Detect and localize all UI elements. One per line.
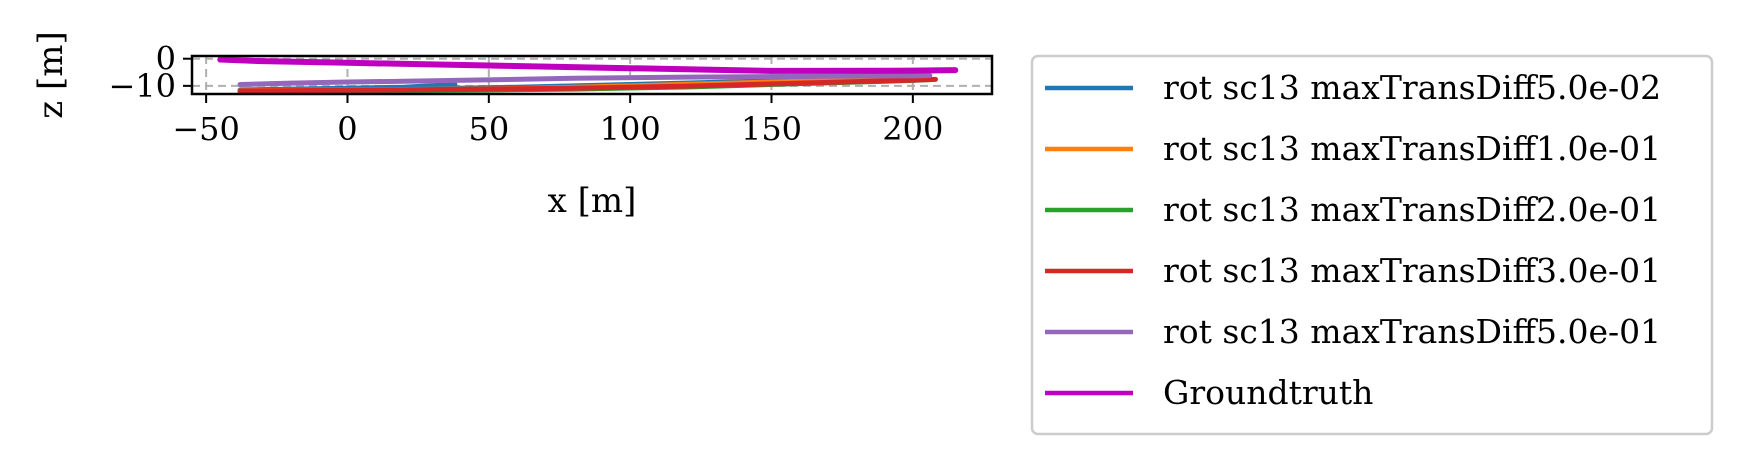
legend-label: rot sc13 maxTransDiff1.0e-01: [1163, 129, 1661, 168]
plot-frame: [190, 54, 994, 96]
legend-label: Groundtruth: [1163, 373, 1373, 412]
x-tick-label: 0: [337, 110, 357, 148]
y-tick-label: 0: [156, 40, 176, 78]
legend-item: rot sc13 maxTransDiff5.0e-01: [1045, 312, 1661, 351]
x-tick-label: 100: [600, 110, 661, 148]
x-tick-label: 50: [468, 110, 509, 148]
legend-label: rot sc13 maxTransDiff3.0e-01: [1163, 251, 1661, 290]
legend-item: rot sc13 maxTransDiff5.0e-02: [1045, 68, 1661, 107]
legend-item: rot sc13 maxTransDiff1.0e-01: [1045, 129, 1661, 168]
series-line-5: [237, 73, 933, 87]
x-tick-label: −50: [172, 110, 240, 148]
series-lines: [217, 56, 959, 94]
y-tick-label: −10: [108, 67, 176, 105]
x-tick-label: 150: [741, 110, 802, 148]
x-axis-label: x [m]: [548, 181, 637, 221]
legend: rot sc13 maxTransDiff5.0e-02 rot sc13 max…: [1030, 54, 1714, 436]
x-tick-label: 200: [882, 110, 943, 148]
legend-item: Groundtruth: [1045, 373, 1373, 412]
series-line-4: [237, 76, 938, 94]
legend-item: rot sc13 maxTransDiff3.0e-01: [1045, 251, 1661, 290]
legend-label: rot sc13 maxTransDiff2.0e-01: [1163, 190, 1661, 229]
y-axis-label: z [m]: [31, 31, 71, 119]
legend-item: rot sc13 maxTransDiff2.0e-01: [1045, 190, 1661, 229]
legend-label: rot sc13 maxTransDiff5.0e-02: [1163, 68, 1661, 107]
legend-frame: [1030, 54, 1714, 436]
legend-label: rot sc13 maxTransDiff5.0e-01: [1163, 312, 1661, 351]
series-line-6: [217, 56, 959, 74]
